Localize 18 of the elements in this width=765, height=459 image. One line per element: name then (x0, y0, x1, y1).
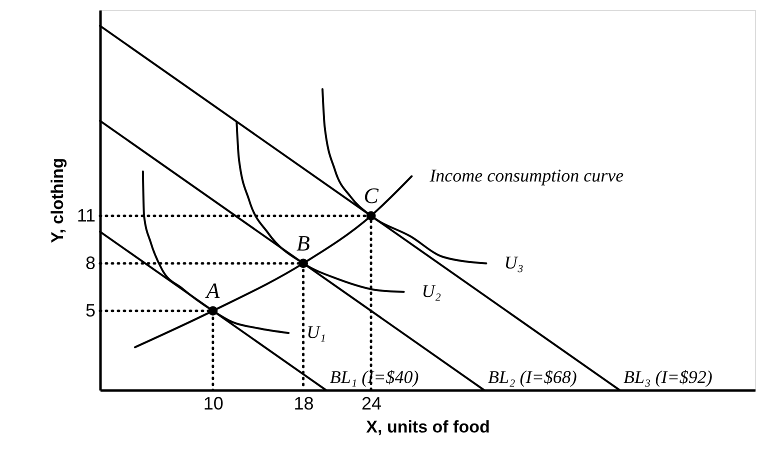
annotation: B (296, 230, 310, 256)
x-tick-label: 24 (362, 394, 382, 414)
series-label: BL₃ (I=$92) (623, 367, 712, 387)
y-tick-label: 8 (85, 252, 96, 273)
annotation: A (204, 278, 220, 303)
y-axis-title: Y, clothing (48, 158, 67, 243)
annotation: C (364, 182, 379, 208)
y-tick-label: 5 (85, 300, 96, 320)
x-tick-label: 18 (294, 394, 314, 414)
series-label: U₂ (422, 280, 442, 301)
series-label: U₁ (306, 322, 326, 342)
series-label: Income consumption curve (428, 165, 624, 186)
series-label: U₃ (504, 252, 524, 272)
x-tick-label: 10 (203, 394, 224, 414)
y-tick-label: 11 (76, 205, 96, 226)
series-label: BL₂ (I=$68) (488, 367, 577, 387)
x-axis-title: X, units of food (366, 418, 490, 436)
series-label: BL₁ (I=$40) (330, 367, 419, 387)
